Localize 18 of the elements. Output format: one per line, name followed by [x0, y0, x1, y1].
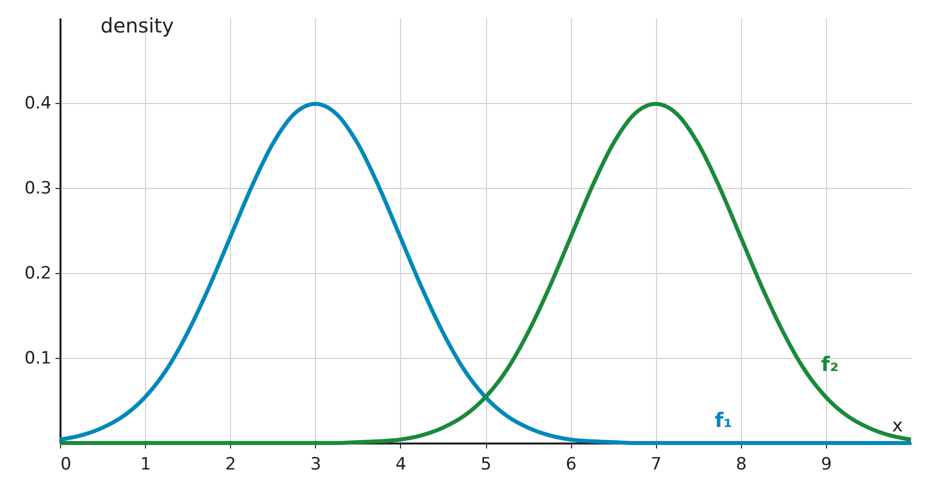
x-tick-label: 4	[395, 454, 406, 474]
x-tick-label: 3	[310, 454, 322, 474]
x-tick-label: 8	[736, 454, 747, 474]
x-tick-label: 0	[60, 454, 72, 474]
x-tick-label: 2	[225, 454, 236, 474]
x-tick-label: 1	[140, 454, 152, 474]
x-tick-label: 7	[650, 454, 662, 474]
series-label: f₁	[714, 408, 732, 432]
y-tick-label: 0.1	[24, 348, 52, 368]
y-tick-label: 0.3	[24, 178, 52, 198]
y-tick-label: 0.2	[24, 264, 52, 284]
x-tick-label: 6	[566, 454, 577, 474]
series-label: f₂	[821, 352, 839, 376]
y-axis-title: density	[100, 14, 174, 38]
y-tick-label: 0.4	[24, 94, 52, 114]
x-axis-title: x	[892, 416, 904, 436]
x-tick-label: 9	[820, 454, 832, 474]
x-tick-label: 5	[480, 454, 492, 474]
